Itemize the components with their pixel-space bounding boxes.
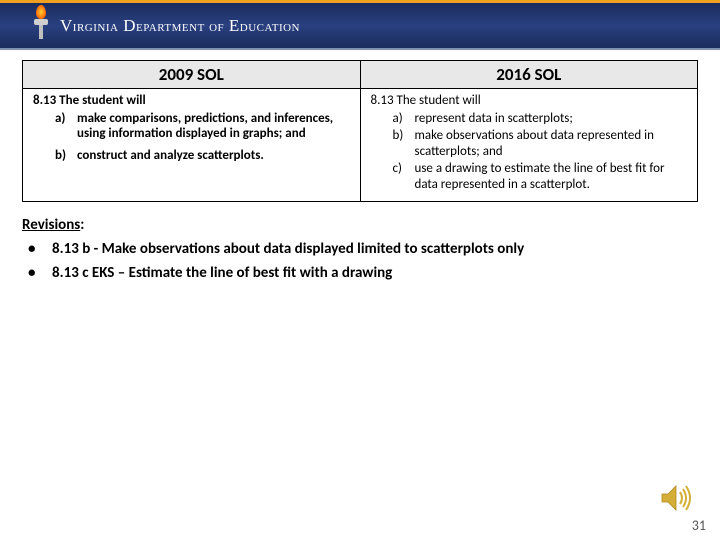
item-2016-c: c) use a drawing to estimate the line of… bbox=[393, 161, 688, 192]
sound-icon[interactable] bbox=[656, 480, 692, 516]
torch-icon bbox=[30, 11, 52, 41]
vdoe-logo: Virginia Department of Education bbox=[30, 11, 300, 41]
table-header-2009: 2009 SOL bbox=[23, 61, 361, 89]
table-header-2016: 2016 SOL bbox=[360, 61, 698, 89]
revision-bullet-2: • 8.13 c EKS – Estimate the line of best… bbox=[28, 264, 698, 282]
sol-comparison-table: 2009 SOL 2016 SOL 8.13 The student will … bbox=[22, 60, 698, 202]
header-band: Virginia Department of Education bbox=[0, 0, 720, 50]
page-number: 31 bbox=[692, 517, 706, 534]
table-cell-2009: 8.13 The student will a) make comparison… bbox=[23, 89, 361, 202]
stem-2016: 8.13 The student will bbox=[371, 93, 688, 109]
revisions-section: Revisions: • 8.13 b - Make observations … bbox=[22, 216, 698, 282]
revision-bullet-1: • 8.13 b - Make observations about data … bbox=[28, 240, 698, 258]
item-2009-b: b) construct and analyze scatterplots. bbox=[55, 148, 350, 164]
item-2009-a: a) make comparisons, predictions, and in… bbox=[55, 111, 350, 142]
revisions-title: Revisions: bbox=[22, 216, 698, 234]
stem-2009: 8.13 The student will bbox=[33, 93, 350, 109]
content-area: 2009 SOL 2016 SOL 8.13 The student will … bbox=[0, 50, 720, 282]
table-cell-2016: 8.13 The student will a) represent data … bbox=[360, 89, 698, 202]
item-2016-a: a) represent data in scatterplots; bbox=[393, 111, 688, 127]
vdoe-org-text: Virginia Department of Education bbox=[60, 16, 300, 36]
item-2016-b: b) make observations about data represen… bbox=[393, 128, 688, 159]
